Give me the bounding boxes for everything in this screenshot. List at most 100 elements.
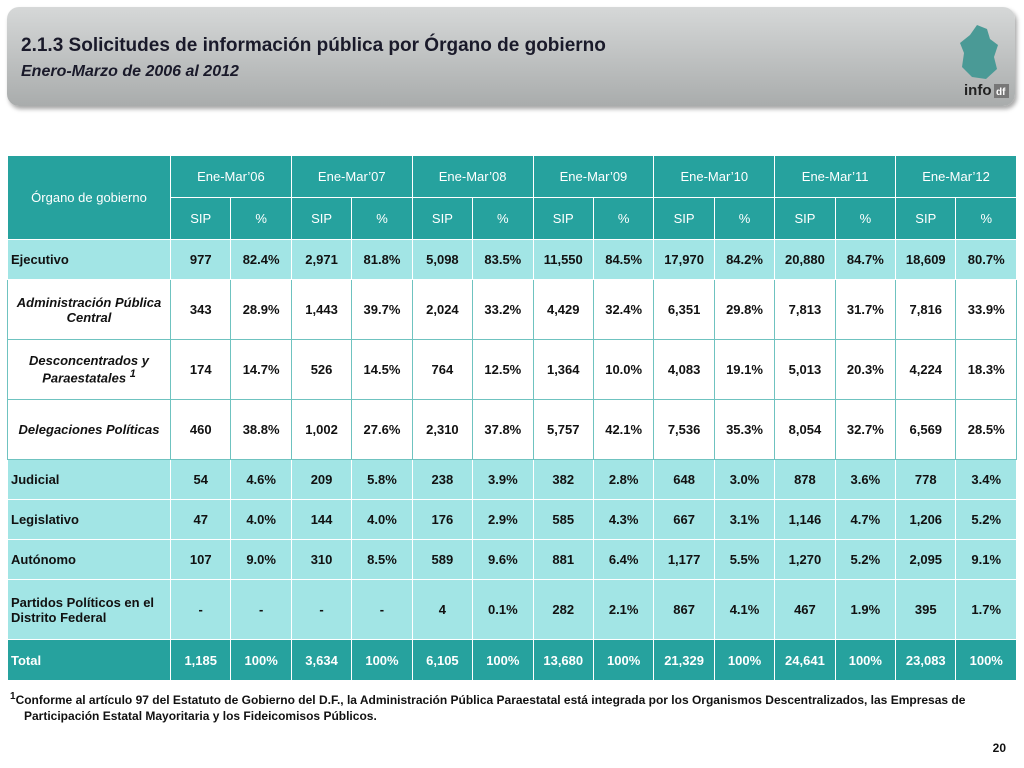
cell: 1,146 xyxy=(774,499,836,540)
cell: 100% xyxy=(472,639,534,681)
cell: 2,310 xyxy=(411,399,474,460)
cell: 29.8% xyxy=(713,279,776,340)
cell: 27.6% xyxy=(351,399,413,460)
cell: 667 xyxy=(653,499,715,540)
subheader: % xyxy=(230,197,292,240)
row-label-text: Administración Pública Central xyxy=(16,294,162,325)
table-row: Ejecutivo 977 82.4% 2,971 81.8% 5,098 83.5% 11,… xyxy=(7,239,1017,280)
header-box: 2.1.3 Solicitudes de información pública… xyxy=(7,7,1015,106)
row-label: Desconcentrados y Paraestatales 1 xyxy=(7,339,171,400)
cell: 1.7% xyxy=(955,579,1017,640)
cell: 0.1% xyxy=(472,579,534,640)
cell: 11,550 xyxy=(532,239,594,280)
cell: 1,206 xyxy=(895,499,957,540)
cell: 4,429 xyxy=(532,279,594,340)
cell: 5,757 xyxy=(532,399,594,460)
cell: 28.5% xyxy=(955,399,1017,460)
cell: 20.3% xyxy=(834,339,897,400)
cell: 33.2% xyxy=(472,279,534,340)
cell: 3.9% xyxy=(472,459,534,500)
cell: 778 xyxy=(895,459,957,500)
cell: 2.9% xyxy=(472,499,534,540)
cell: 35.3% xyxy=(713,399,776,460)
cell: 7,816 xyxy=(895,279,957,340)
cell: 20,880 xyxy=(774,239,836,280)
row-label-text: Ejecutivo xyxy=(11,252,69,267)
subheader: SIP xyxy=(290,197,353,240)
table-row: Partidos Políticos en el Distrito Federa… xyxy=(7,579,1017,640)
cell: 84.2% xyxy=(713,239,776,280)
subheader: SIP xyxy=(895,197,957,240)
cell: 9.1% xyxy=(955,539,1017,580)
table-row: Administración Pública Central 343 28.9% 1,… xyxy=(7,279,1017,340)
cell: 3.4% xyxy=(955,459,1017,500)
cell: 10.0% xyxy=(592,339,655,400)
row-label-text: Partidos Políticos en el Distrito Federa… xyxy=(11,594,155,625)
cell: 343 xyxy=(169,279,232,340)
cell: 4.0% xyxy=(230,499,292,540)
subheader: % xyxy=(955,197,1017,240)
subheader: % xyxy=(834,197,897,240)
cell: 4,224 xyxy=(895,339,957,400)
subtitle: Enero-Marzo de 2006 al 2012 xyxy=(21,63,239,80)
title: 2.1.3 Solicitudes de información pública… xyxy=(21,35,606,56)
cell: 8.5% xyxy=(351,539,413,580)
header-row: Órgano de gobierno Ene-Mar’06 Ene-Mar’07 En… xyxy=(7,155,1017,240)
cell: 526 xyxy=(290,339,353,400)
cell: 80.7% xyxy=(955,239,1017,280)
cell: 3.6% xyxy=(834,459,897,500)
cell: 7,536 xyxy=(653,399,715,460)
subheader: SIP xyxy=(653,197,715,240)
cell: 1,443 xyxy=(290,279,353,340)
cell: 238 xyxy=(411,459,474,500)
period-header: Ene-Mar’07 xyxy=(290,155,413,198)
logo-text: info xyxy=(964,82,992,99)
row-label: Partidos Políticos en el Distrito Federa… xyxy=(7,579,171,640)
cell: 12.5% xyxy=(472,339,534,400)
cell: 3,634 xyxy=(290,639,353,681)
cell: 5,098 xyxy=(411,239,474,280)
table-row: Delegaciones Políticas 460 38.8% 1,002 27.6%… xyxy=(7,399,1017,460)
cell: 5.5% xyxy=(713,539,776,580)
cell: 39.7% xyxy=(351,279,413,340)
cell: 5,013 xyxy=(774,339,836,400)
cell: 867 xyxy=(653,579,715,640)
cell: 878 xyxy=(774,459,836,500)
note-marker: 1 xyxy=(129,368,136,381)
cell: 1,002 xyxy=(290,399,353,460)
period-header: Ene-Mar’12 xyxy=(895,155,1017,198)
period-header: Ene-Mar’06 xyxy=(170,155,292,198)
cell: 32.7% xyxy=(834,399,897,460)
period-header: Ene-Mar’11 xyxy=(774,155,897,198)
cell: 4.6% xyxy=(230,459,292,500)
cell: 209 xyxy=(290,459,353,500)
cell: 6,351 xyxy=(653,279,715,340)
cell: 32.4% xyxy=(592,279,655,340)
cell: 17,970 xyxy=(653,239,715,280)
cell: 19.1% xyxy=(713,339,776,400)
row-label-text: Delegaciones Políticas xyxy=(18,422,160,437)
subheader-row: SIP% SIP% SIP% SIP% SIP% SIP% SIP% xyxy=(8,197,1017,240)
cell: 2.1% xyxy=(592,579,655,640)
cell: - xyxy=(169,579,232,640)
period-header: Ene-Mar’09 xyxy=(532,155,655,198)
table-row: Total 1,185 100% 3,634 100% 6,105 100% 13,680 10… xyxy=(7,639,1017,681)
cell: 42.1% xyxy=(592,399,655,460)
cell: 31.7% xyxy=(834,279,897,340)
cell: 84.7% xyxy=(834,239,897,280)
cell: 4,083 xyxy=(653,339,715,400)
cell: 37.8% xyxy=(472,399,534,460)
subheader: SIP xyxy=(774,197,836,240)
cell: 282 xyxy=(532,579,594,640)
page-number: 20 xyxy=(992,741,1006,755)
data-table: Órgano de gobierno Ene-Mar’06 Ene-Mar’07 En… xyxy=(7,155,1017,681)
row-label: Total xyxy=(7,639,171,681)
footnote: 1Conforme al artículo 97 del Estatuto de… xyxy=(10,689,1019,724)
cell: 6.4% xyxy=(592,539,655,580)
cell: 2,095 xyxy=(895,539,957,580)
row-label-text: Desconcentrados y Paraestatales xyxy=(29,353,149,386)
cell: 100% xyxy=(351,639,413,681)
cell: 977 xyxy=(169,239,232,280)
cell: 81.8% xyxy=(351,239,413,280)
